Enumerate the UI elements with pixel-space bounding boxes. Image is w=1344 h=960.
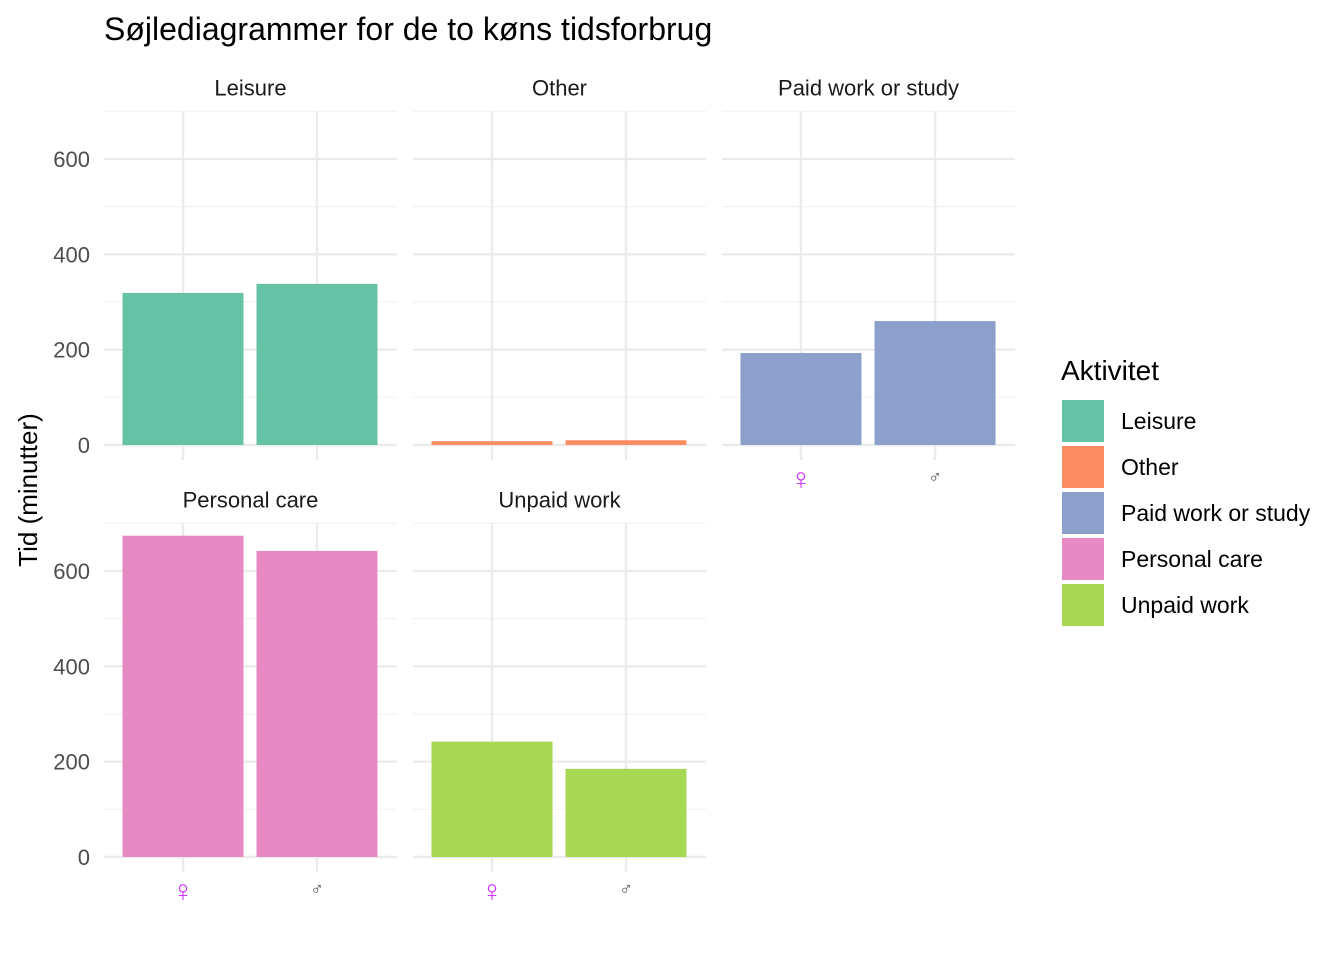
facet-strip-label: Leisure: [214, 75, 286, 100]
bar-female: [740, 352, 862, 445]
bar-male: [256, 550, 378, 857]
legend-key: [1062, 400, 1104, 442]
y-tick-label: 0: [78, 845, 90, 870]
chart-title: Søjlediagrammer for de to køns tidsforbr…: [104, 11, 712, 47]
bar-female: [431, 741, 553, 857]
legend-label: Unpaid work: [1121, 592, 1249, 618]
facet-panel-unpaid-work: Unpaid work ♀ ♂: [413, 487, 706, 908]
legend-key: [1062, 446, 1104, 488]
facet-panel-paid-work-or-study: Paid work or study ♀ ♂: [722, 75, 1015, 496]
legend-label: Leisure: [1121, 408, 1196, 434]
legend-label: Other: [1121, 454, 1179, 480]
legend-label: Personal care: [1121, 546, 1263, 572]
legend-key: [1062, 492, 1104, 534]
legend-key: [1062, 538, 1104, 580]
y-tick-label: 400: [53, 242, 90, 267]
y-tick-label: 600: [53, 559, 90, 584]
facet-panel-other: Other: [413, 75, 706, 460]
bar-female: [431, 441, 553, 445]
legend-title: Aktivitet: [1061, 355, 1159, 386]
x-tick-label-female: ♀: [790, 463, 813, 496]
facet-strip-label: Other: [532, 75, 587, 100]
y-tick-label: 400: [53, 654, 90, 679]
legend-key: [1062, 584, 1104, 626]
facet-strip-label: Paid work or study: [778, 75, 959, 100]
facet-strip-label: Unpaid work: [498, 487, 621, 512]
x-tick-label-female: ♀: [172, 875, 195, 908]
bar-male: [256, 283, 378, 445]
x-tick-label-male: ♂: [310, 879, 324, 899]
x-tick-label-male: ♂: [928, 467, 942, 487]
y-tick-label: 200: [53, 750, 90, 775]
y-tick-label: 600: [53, 147, 90, 172]
bar-female: [122, 535, 244, 857]
bar-female: [122, 292, 244, 445]
facet-strip-label: Personal care: [183, 487, 319, 512]
facet-panel-leisure: Leisure 0 200 400 600: [53, 75, 397, 460]
y-axis-label: Tid (minutter): [13, 413, 43, 567]
bar-male: [874, 321, 996, 445]
legend-label: Paid work or study: [1121, 500, 1311, 526]
legend: Aktivitet Leisure Other Paid work or study…: [1061, 355, 1311, 626]
bar-male: [565, 768, 687, 857]
facet-panel-personal-care: Personal care 0 200 400 600 ♀ ♂: [53, 487, 397, 908]
bar-male: [565, 440, 687, 445]
x-tick-label-female: ♀: [481, 875, 504, 908]
y-tick-label: 0: [78, 433, 90, 458]
x-tick-label-male: ♂: [619, 879, 633, 899]
y-tick-label: 200: [53, 338, 90, 363]
